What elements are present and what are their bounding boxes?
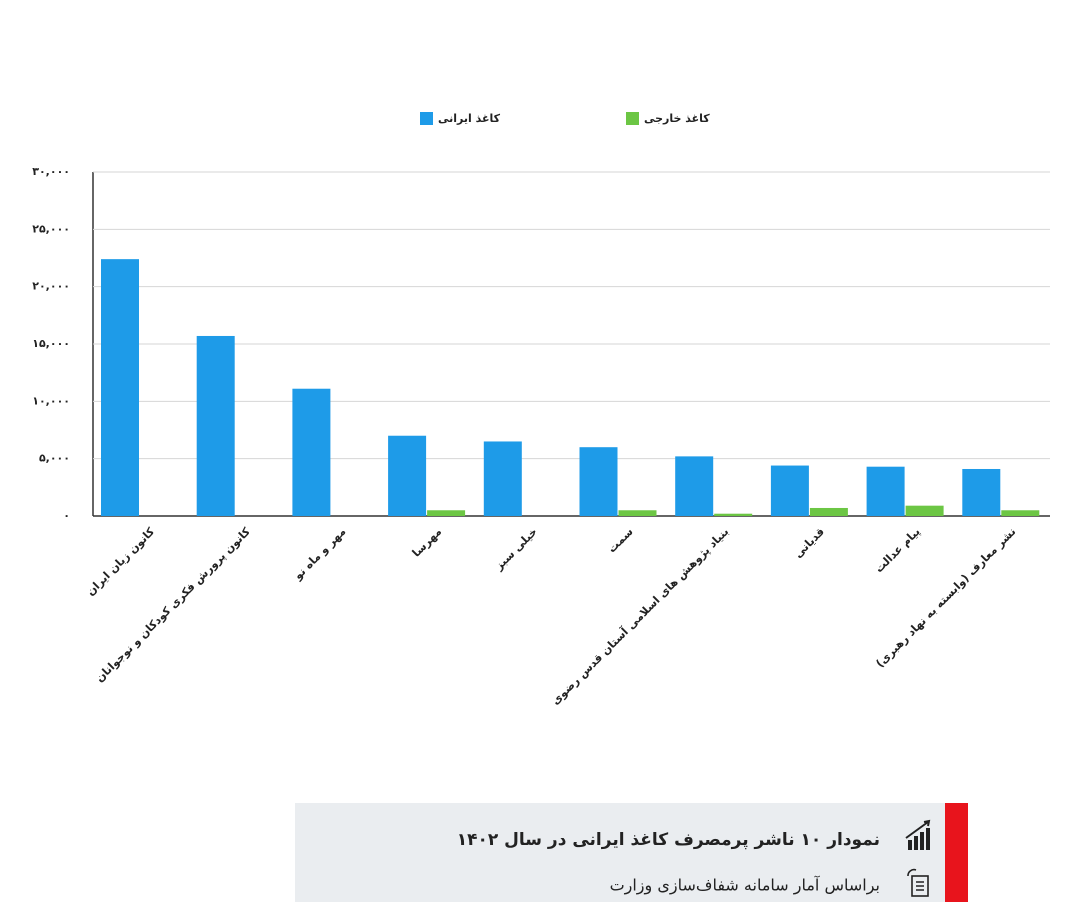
bar <box>714 513 753 516</box>
bar <box>866 466 905 516</box>
y-tick-label: ۵,۰۰۰ <box>39 452 70 465</box>
bar <box>483 441 522 516</box>
x-tick-label: قدیانی <box>792 525 827 560</box>
bar <box>905 505 944 516</box>
chart-title: نمودار ۱۰ ناشر پرمصرف کاغذ ایرانی در سال… <box>457 830 880 850</box>
x-tick-label: کانون پرورش فکری کودکان و نوجوانان <box>93 525 253 685</box>
bar <box>196 335 235 516</box>
y-tick-label: ۳۰,۰۰۰ <box>32 165 70 178</box>
x-tick-label: کانون زبان ایران <box>84 525 158 599</box>
chart-icon <box>905 819 931 850</box>
y-tick-label: ۱۰,۰۰۰ <box>32 394 70 407</box>
legend-label: کاغذ خارجی <box>644 112 710 125</box>
document-icon <box>907 868 929 897</box>
bar <box>618 510 657 516</box>
bar <box>770 465 809 516</box>
bar <box>427 510 466 516</box>
caption-panel <box>295 803 945 902</box>
y-tick-label: ۲۵,۰۰۰ <box>32 222 70 235</box>
x-tick-label: پیام عدالت <box>872 525 922 575</box>
caption-accent <box>945 803 968 902</box>
bar <box>388 435 427 516</box>
bar <box>809 507 848 516</box>
y-tick-label: ۲۰,۰۰۰ <box>32 280 70 293</box>
x-tick-label: مهر و ماه نو <box>291 525 349 583</box>
legend-swatch <box>420 112 433 125</box>
bar <box>675 456 714 516</box>
bar <box>101 259 139 516</box>
x-tick-label: خیلی سبز <box>492 525 540 573</box>
bar <box>1001 510 1040 516</box>
x-tick-label: بنیاد پژوهش های اسلامی آستان قدس رضوی <box>548 524 731 707</box>
bar <box>962 468 1001 516</box>
x-tick-label: سمت <box>605 525 635 555</box>
y-tick-label: ۰ <box>63 509 70 522</box>
legend-label: کاغذ ایرانی <box>438 112 501 125</box>
bar <box>292 388 331 516</box>
chart-subtitle: براساس آمار سامانه شفاف‌سازی وزارت <box>610 876 880 896</box>
y-tick-label: ۱۵,۰۰۰ <box>32 337 70 350</box>
legend-swatch <box>626 112 639 125</box>
bar <box>579 447 618 516</box>
x-tick-label: مهرسا <box>410 525 445 560</box>
